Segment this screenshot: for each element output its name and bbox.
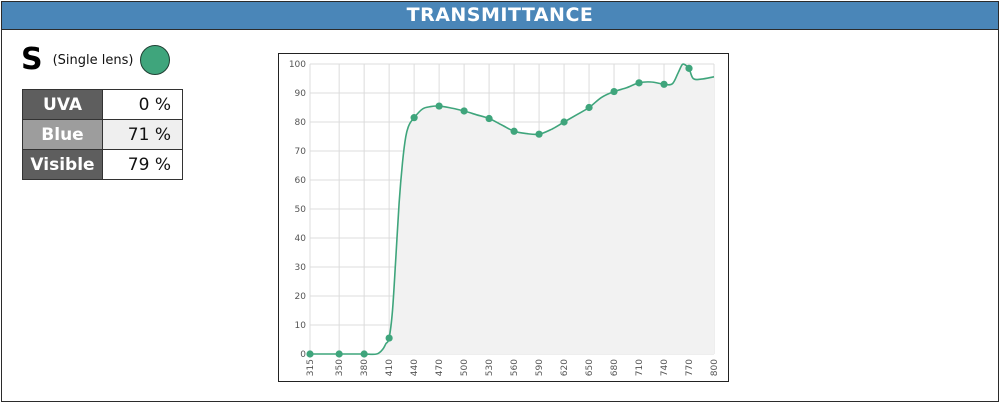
area-fill [310,64,714,354]
table-row-visible: Visible 79 % [22,149,183,180]
x-tick-label: 380 [360,359,370,376]
y-tick-label: 90 [295,89,307,99]
uva-label: UVA [22,89,103,120]
chart-svg: 0 10 20 30 40 50 60 70 80 90 100 315 350 380 410 440 470… [289,60,720,376]
y-tick-label: 10 [295,321,307,331]
y-tick-label: 60 [295,176,307,186]
x-tick-label: 350 [335,359,345,376]
data-point-marker [306,350,314,358]
y-tick-label: 40 [295,234,307,244]
uva-value: 0 % [102,89,183,120]
data-point-marker [510,127,518,135]
data-point-marker [410,114,418,122]
x-tick-label: 590 [535,359,545,376]
transmittance-chart: 0 10 20 30 40 50 60 70 80 90 100 315 350 380 410 440 470… [278,53,729,382]
data-point-marker [610,87,618,96]
data-point-marker [535,130,543,138]
x-tick-label: 530 [485,359,495,376]
data-point-marker [485,114,493,123]
panel-title: TRANSMITTANCE [2,2,998,30]
data-point-marker [660,80,668,88]
table-row-blue: Blue 71 % [22,119,183,150]
y-tick-label: 20 [295,292,307,302]
data-point-marker [585,103,593,112]
x-tick-label: 315 [306,359,316,376]
x-tick-label: 500 [460,359,470,376]
visible-label: Visible [22,149,103,180]
visible-value: 79 % [102,149,183,180]
lens-type-label: (Single lens) [52,52,134,68]
lens-header: S (Single lens) [21,42,171,78]
y-tick-label: 100 [289,60,306,70]
data-point-marker [685,64,693,72]
x-tick-label: 680 [610,359,620,376]
table-row-uva: UVA 0 % [22,89,183,120]
x-tick-label: 800 [710,359,720,376]
x-tick-label: 620 [560,359,570,376]
data-point-marker [335,350,343,358]
x-tick-label: 740 [660,359,670,376]
x-tick-label: 410 [385,359,395,376]
data-point-marker [360,350,368,358]
lens-letter: S [21,42,43,77]
blue-value: 71 % [102,119,183,150]
x-tick-label: 470 [435,359,445,376]
data-point-marker [635,79,643,87]
lens-color-swatch [140,45,171,75]
x-tick-label: 440 [410,359,420,376]
x-tick-label: 560 [510,359,520,376]
y-tick-label: 30 [295,263,307,273]
x-tick-label: 710 [635,359,645,376]
y-tick-label: 50 [295,205,307,215]
y-tick-label: 80 [295,118,307,128]
x-tick-label: 770 [685,359,695,376]
data-point-marker [385,334,393,342]
data-point-marker [560,118,568,126]
transmittance-table: UVA 0 % Blue 71 % Visible 79 % [22,89,183,180]
data-point-marker [435,102,443,110]
y-tick-label: 0 [300,350,306,360]
blue-label: Blue [22,119,103,150]
y-tick-label: 70 [295,147,307,157]
data-point-marker [460,107,468,115]
x-tick-label: 650 [585,359,595,376]
